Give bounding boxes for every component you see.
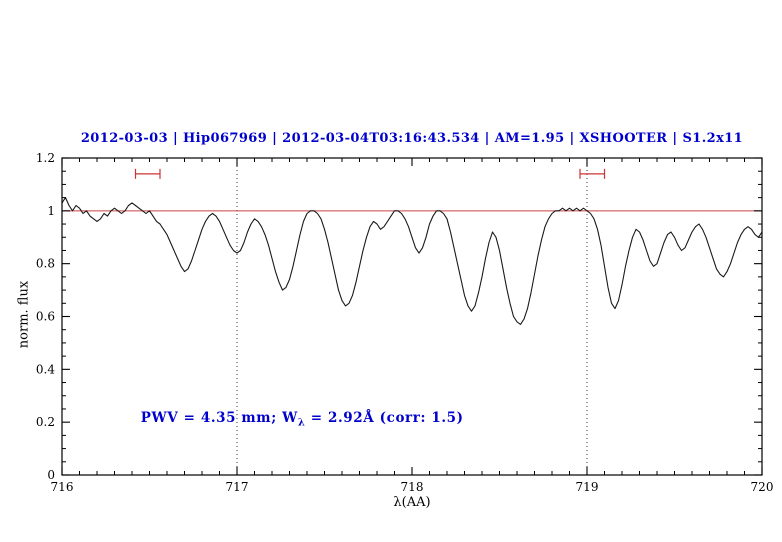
svg-text:1.2: 1.2 (36, 151, 55, 165)
svg-text:0.8: 0.8 (36, 257, 55, 271)
pwv-annotation-text: PWV = 4.35 mm; W (140, 410, 298, 427)
y-axis-label: norm. flux (16, 280, 32, 349)
svg-text:0.6: 0.6 (36, 310, 55, 324)
svg-text:0.2: 0.2 (36, 415, 55, 429)
x-axis-label: λ(AA) (393, 495, 431, 510)
svg-text:1: 1 (47, 204, 55, 218)
svg-text:717: 717 (226, 480, 249, 494)
svg-text:716: 716 (51, 480, 74, 494)
svg-text:718: 718 (401, 480, 424, 494)
svg-text:719: 719 (576, 480, 599, 494)
pwv-annotation-text-tail: = 2.92Å (corr: 1.5) (305, 410, 464, 427)
pwv-annotation: PWV = 4.35 mm; Wλ = 2.92Å (corr: 1.5) (141, 410, 464, 429)
svg-text:720: 720 (751, 480, 774, 494)
pwv-annotation-subscript: λ (297, 417, 306, 429)
svg-text:0.4: 0.4 (36, 362, 55, 376)
plot-title: 2012-03-03 | Hip067969 | 2012-03-04T03:1… (80, 131, 744, 146)
svg-text:0: 0 (47, 468, 55, 482)
